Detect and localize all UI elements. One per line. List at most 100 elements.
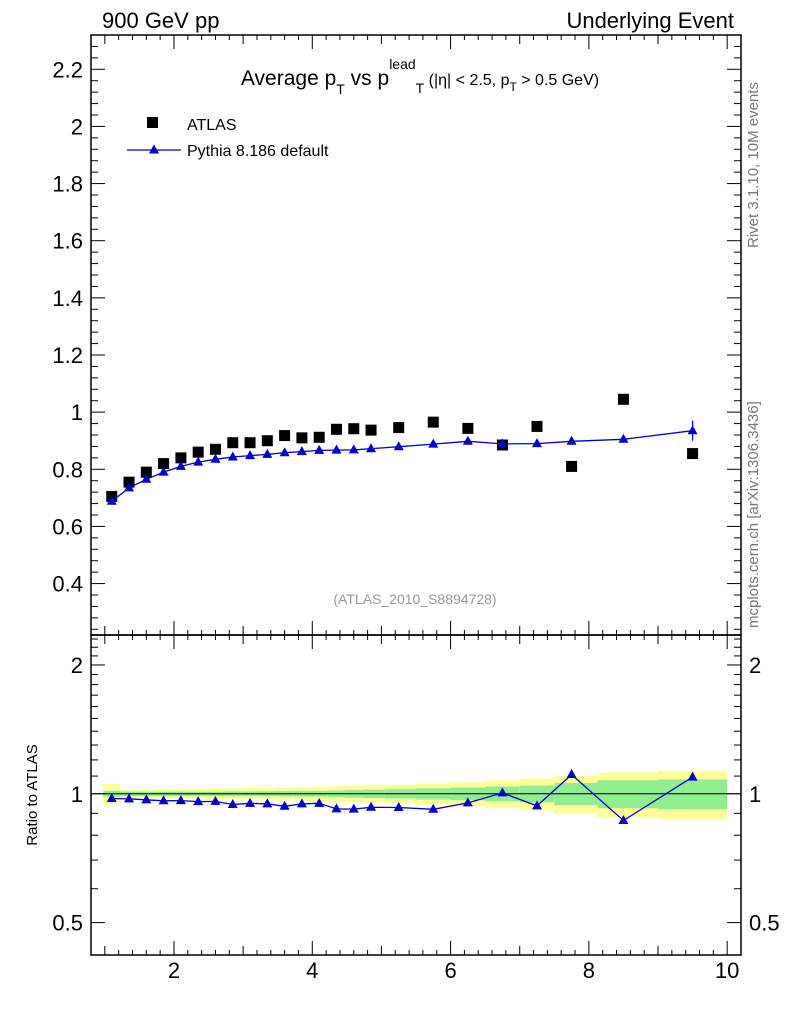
legend-label-atlas: ATLAS: [187, 117, 237, 134]
atlas-point: [244, 437, 256, 449]
pythia-point: [158, 466, 169, 476]
series-layer: [106, 393, 699, 825]
pythia-point: [618, 433, 629, 443]
pythia-point: [262, 448, 273, 458]
x-tick-label: 10: [715, 958, 739, 983]
pythia-point: [193, 456, 204, 466]
pythia-point: [428, 438, 439, 448]
ratio-point: [279, 800, 290, 810]
pythia-point: [279, 447, 290, 457]
ratio-point: [193, 796, 204, 806]
chart-title: Average pT vs pleadT (|η| < 2.5, pT > 0.…: [241, 56, 599, 97]
ratio-point: [296, 798, 307, 808]
title-part: T: [416, 80, 425, 96]
atlas-point: [313, 431, 325, 443]
y-tick-label: 1.8: [52, 172, 83, 197]
legend-marker-atlas: [147, 117, 158, 128]
atlas-point: [227, 437, 239, 449]
ratio-y-tick-label: 1: [71, 782, 83, 807]
atlas-point: [687, 448, 699, 460]
legend-label-pythia: Pythia 8.186 default: [187, 143, 329, 160]
legend-marker-pythia: [149, 144, 159, 154]
ratio-point: [314, 797, 325, 807]
ratio-point: [158, 795, 169, 805]
atlas-point: [617, 393, 629, 405]
pythia-point: [348, 444, 359, 454]
pythia-point: [245, 450, 256, 460]
atlas-point: [330, 423, 342, 435]
atlas-point: [279, 430, 291, 442]
ratio-point: [141, 794, 152, 804]
ratio-point: [393, 801, 404, 811]
ratio-point: [210, 795, 221, 805]
ratio-point: [366, 801, 377, 811]
atlas-point: [365, 424, 377, 436]
ratio-point: [227, 798, 238, 808]
ratio-y-axis-label: Ratio to ATLAS: [24, 744, 41, 845]
atlas-point: [566, 460, 578, 472]
atlas-point: [531, 420, 543, 432]
pythia-point: [210, 453, 221, 463]
y-tick-label: 1.6: [52, 229, 83, 254]
atlas-point: [123, 476, 135, 488]
ratio-point: [618, 815, 629, 825]
pythia-point: [393, 441, 404, 451]
ratio-point: [331, 803, 342, 813]
y-tick-label: 1: [71, 400, 83, 425]
pythia-point: [175, 460, 186, 470]
title-part: T: [509, 80, 517, 94]
pythia-point: [497, 438, 508, 448]
title-part: (|η| < 2.5, p: [424, 72, 509, 89]
pythia-point: [331, 444, 342, 454]
atlas-point: [175, 452, 187, 464]
x-tick-label: 4: [306, 958, 318, 983]
atlas-point: [427, 416, 439, 428]
stat-band: [658, 779, 728, 810]
title-part: > 0.5 GeV): [517, 72, 599, 89]
atlas-point: [296, 432, 308, 444]
y-tick-label: 0.4: [52, 572, 83, 597]
ratio-point: [532, 800, 543, 810]
ratio-frame: [90, 634, 742, 956]
atlas-point: [209, 443, 221, 455]
plot-frames: [90, 34, 742, 956]
x-tick-label: 8: [583, 958, 595, 983]
title-part: lead: [389, 56, 415, 72]
pythia-point: [366, 443, 377, 453]
ratio-point: [106, 792, 117, 802]
y-tick-label: 0.8: [52, 457, 83, 482]
ratio-point: [497, 787, 508, 797]
text-layer: 2 4 6 8 10 0.4 0.6 0.8 1 1.2 1.4 1.6 1.8 2 2.2 0.5 0.5 1 1…: [24, 56, 780, 983]
y-tick-label: 1.2: [52, 343, 83, 368]
ratio-point: [348, 803, 359, 813]
atlas-point: [393, 422, 405, 434]
atlas-point: [261, 435, 273, 447]
pythia-line: [111, 430, 693, 502]
ratio-point: [687, 771, 698, 781]
stat-band: [597, 780, 659, 809]
y-tick-label: 0.6: [52, 514, 83, 539]
x-tick-label: 6: [444, 958, 456, 983]
pythia-point: [314, 444, 325, 454]
title-part: T: [336, 81, 345, 97]
ratio-y-tick-label: 2: [71, 653, 83, 678]
analysis-id: (ATLAS_2010_S8894728): [333, 591, 496, 607]
pythia-point: [462, 435, 473, 445]
ratio-point: [245, 797, 256, 807]
y-tick-label: 2.2: [52, 57, 83, 82]
pythia-point: [296, 446, 307, 456]
ratio-point: [262, 798, 273, 808]
header-right: Underlying Event: [566, 8, 734, 33]
ratio-y-tick-label: 0.5: [52, 911, 83, 936]
ratio-bands: [103, 771, 728, 820]
header-left: 900 GeV pp: [102, 8, 220, 33]
ratio-point: [462, 797, 473, 807]
ratio-y-tick-label-right: 1: [749, 782, 761, 807]
ratio-point: [428, 803, 439, 813]
ratio-point: [124, 793, 135, 803]
atlas-point: [192, 446, 204, 458]
pythia-point: [566, 435, 577, 445]
atlas-point: [348, 423, 360, 435]
pythia-point: [227, 451, 238, 461]
